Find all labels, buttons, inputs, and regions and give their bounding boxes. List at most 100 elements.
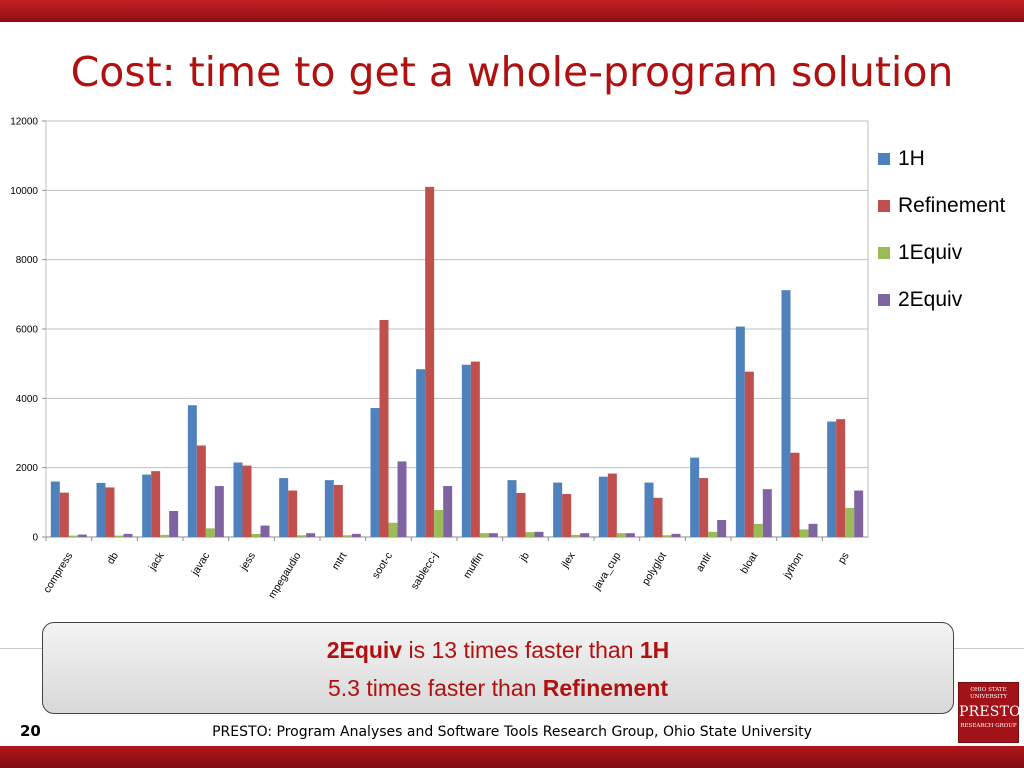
bar-1h-jlex: [553, 482, 563, 537]
bar-refinement-javac: [196, 445, 206, 537]
callout-2equiv-label: 2Equiv: [326, 637, 403, 663]
bar-1h-jack: [142, 474, 152, 537]
bar-1h-ps: [827, 421, 837, 537]
bar-1h-db: [96, 482, 106, 537]
bar-1equiv-mtrt: [342, 535, 352, 537]
bar-refinement-java_cup: [607, 473, 617, 537]
callout-line-2: 5.3 times faster than Refinement: [43, 675, 953, 702]
bar-2equiv-jython: [808, 523, 818, 537]
bar-2equiv-jess: [260, 525, 270, 537]
bar-refinement-ps: [836, 419, 846, 537]
bar-1h-antlr: [690, 457, 700, 537]
bar-1equiv-antlr: [708, 531, 718, 537]
callout-refinement-label: Refinement: [542, 675, 669, 701]
x-tick-label: compress: [41, 550, 75, 595]
footer-text: PRESTO: Program Analyses and Software To…: [212, 724, 812, 740]
bar-2equiv-ps: [854, 490, 864, 537]
x-tick-label: polyglot: [640, 550, 669, 587]
chart-bars: [50, 186, 864, 537]
x-tick-label: jack: [146, 550, 167, 574]
bar-1h-mpegaudio: [279, 478, 289, 537]
legend-label-1equiv: 1Equiv: [898, 241, 963, 264]
bar-1h-java_cup: [598, 476, 608, 537]
bar-1equiv-compress: [68, 535, 78, 537]
callout-box: 2Equiv is 13 times faster than 1H 5.3 ti…: [42, 622, 954, 714]
legend-swatch-2equiv: [878, 294, 890, 306]
callout-line-1: 2Equiv is 13 times faster than 1H: [43, 637, 953, 664]
y-tick-label: 4000: [16, 394, 39, 405]
x-axis-ticks: compress db jack javac jess mpegaudio mtrt soot…: [41, 537, 852, 601]
bar-2equiv-java_cup: [625, 533, 635, 537]
callout-line-1-text: is 13 times faster than: [402, 637, 640, 663]
bar-1equiv-javac: [205, 528, 215, 537]
bar-refinement-antlr: [699, 478, 709, 537]
slide-number: 20: [20, 722, 41, 740]
bar-2equiv-db: [123, 533, 133, 537]
bar-2equiv-compress: [77, 534, 87, 537]
bar-2equiv-bloat: [762, 489, 772, 537]
bar-refinement-jlex: [562, 494, 572, 537]
bar-1equiv-jess: [251, 533, 261, 537]
top-banner: [0, 0, 1024, 22]
x-tick-label: jython: [780, 550, 806, 581]
x-tick-label: ps: [836, 550, 852, 566]
bar-2equiv-mtrt: [351, 533, 361, 537]
callout-line-2-text: 5.3 times faster than: [327, 675, 543, 701]
bar-1h-javac: [187, 405, 197, 537]
x-tick-label: db: [105, 550, 121, 566]
logo-top-text: OHIO STATE UNIVERSITY: [970, 687, 1007, 700]
bar-1equiv-java_cup: [616, 533, 626, 537]
bar-1equiv-polyglot: [662, 535, 672, 537]
bar-refinement-bloat: [744, 371, 754, 537]
bar-1equiv-db: [114, 535, 124, 537]
x-tick-label: soot-c: [370, 550, 395, 581]
y-axis-ticks: 0 2000 4000 6000 8000 10000 12000: [10, 117, 38, 544]
bar-1h-bloat: [735, 326, 745, 537]
bar-1h-muffin: [461, 364, 471, 537]
x-tick-label: jb: [517, 550, 532, 564]
bottom-banner: [0, 746, 1024, 768]
bar-1equiv-soot-c: [388, 522, 398, 537]
bar-1h-soot-c: [370, 408, 380, 537]
x-tick-label: antlr: [694, 550, 715, 574]
bar-2equiv-sablecc-j: [443, 486, 453, 537]
bar-2equiv-jlex: [580, 533, 590, 537]
legend-label-2equiv: 2Equiv: [898, 288, 963, 311]
x-tick-label: mpegaudio: [266, 550, 304, 601]
bar-2equiv-soot-c: [397, 461, 407, 537]
presto-logo: OHIO STATE UNIVERSITY PRESTO RESEARCH GR…: [958, 682, 1021, 743]
bar-refinement-sablecc-j: [425, 186, 435, 537]
x-tick-label: java_cup: [590, 550, 623, 593]
legend-swatch-1equiv: [878, 247, 890, 259]
x-tick-label: javac: [189, 550, 213, 578]
bar-refinement-jb: [516, 492, 526, 537]
bar-1h-polyglot: [644, 482, 654, 537]
bar-1h-sablecc-j: [416, 369, 426, 537]
logo-main-text: PRESTO: [959, 704, 1021, 720]
bar-2equiv-javac: [214, 486, 224, 537]
legend-label-1h: 1H: [898, 147, 925, 170]
slide-title: Cost: time to get a whole-program soluti…: [70, 48, 954, 96]
bar-2equiv-jack: [169, 511, 179, 537]
bar-2equiv-polyglot: [671, 533, 681, 537]
bar-2equiv-jb: [534, 531, 544, 537]
bar-1equiv-muffin: [479, 533, 489, 537]
y-tick-label: 2000: [16, 463, 39, 474]
bar-1h-compress: [50, 481, 60, 537]
legend-label-refinement: Refinement: [898, 194, 1006, 217]
bar-refinement-db: [105, 487, 115, 537]
x-tick-label: jess: [237, 550, 258, 573]
bar-2equiv-muffin: [488, 533, 498, 537]
y-tick-label: 0: [32, 533, 38, 544]
bar-refinement-jython: [790, 452, 800, 537]
bar-refinement-jess: [242, 465, 252, 537]
legend-swatch-1h: [878, 153, 890, 165]
x-tick-label: sablecc-j: [409, 550, 441, 592]
bar-refinement-polyglot: [653, 497, 663, 537]
bar-1equiv-sablecc-j: [434, 509, 444, 537]
bar-1equiv-mpegaudio: [297, 535, 307, 537]
y-tick-label: 10000: [10, 186, 38, 197]
y-tick-label: 8000: [16, 255, 39, 266]
x-tick-label: bloat: [738, 550, 760, 576]
x-tick-label: mtrt: [330, 550, 350, 572]
